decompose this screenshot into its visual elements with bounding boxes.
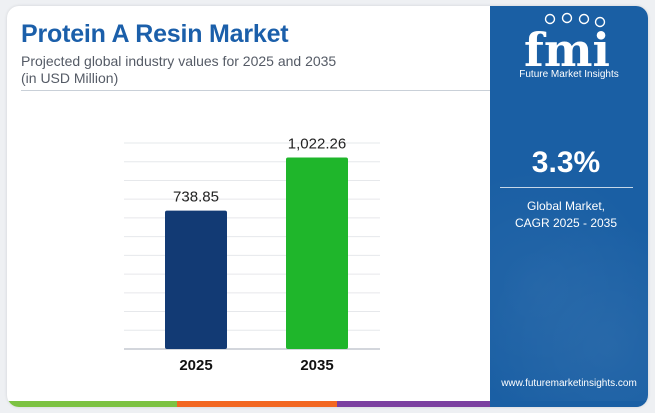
chart-subtitle: Projected global industry values for 202… — [21, 53, 461, 87]
data-label-2025: 738.85 — [173, 189, 219, 206]
bar-chart: 738.85 2025 1,022.26 2035 — [124, 136, 380, 374]
bar-2035 — [286, 157, 348, 349]
cagr-value: 3.3% — [531, 146, 601, 179]
subtitle-line-2: (in USD Million) — [21, 70, 119, 86]
strip-blue — [490, 401, 648, 407]
infographic-card: Protein A Resin Market Projected global … — [7, 6, 648, 407]
x-tick-label-2025: 2025 — [179, 357, 212, 374]
strip-purple — [337, 401, 490, 407]
logo-caption: Future Market Insights — [519, 69, 619, 80]
fmi-logo: fmi — [524, 12, 610, 70]
chart-panel: Protein A Resin Market Projected global … — [7, 6, 490, 407]
header-divider — [21, 90, 490, 91]
bottom-color-strip — [7, 401, 648, 407]
chart-title: Protein A Resin Market — [21, 20, 289, 48]
cagr-label-line-1: Global Market, — [526, 199, 606, 213]
subtitle-line-1: Projected global industry values for 202… — [21, 53, 337, 69]
cagr-label: Global Market, CAGR 2025 - 2035 — [490, 198, 642, 232]
website-url: www.futuremarketinsights.com — [501, 378, 637, 389]
cagr-label-line-2: CAGR 2025 - 2035 — [514, 216, 618, 230]
strip-orange — [177, 401, 337, 407]
sidebar-divider — [500, 187, 633, 188]
logo-wordmark: fmi — [524, 23, 610, 70]
data-label-2035: 1,022.26 — [288, 136, 346, 153]
x-tick-label-2035: 2035 — [300, 357, 333, 374]
strip-green — [7, 401, 177, 407]
bar-2025 — [165, 210, 227, 349]
summary-sidebar: fmi Future Market Insights 3.3% Global M… — [490, 6, 648, 407]
